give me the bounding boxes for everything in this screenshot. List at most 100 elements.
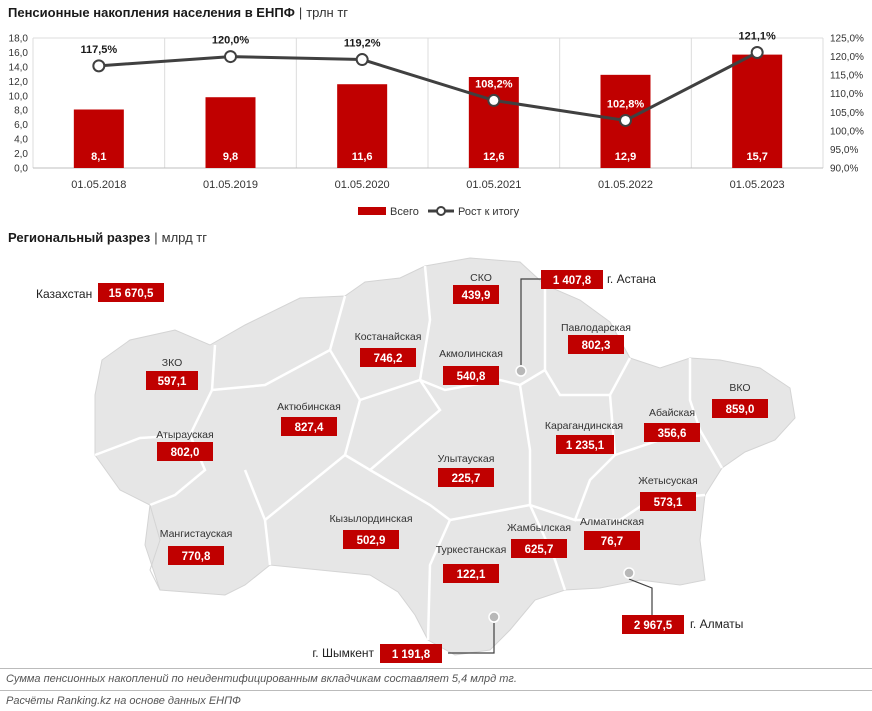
region-border — [264, 349, 362, 521]
growth-point — [619, 113, 632, 127]
region-name: Павлодарская — [561, 322, 631, 334]
legend-bar-label: Всего — [390, 206, 419, 218]
region-border — [688, 358, 702, 431]
region-value-box — [438, 468, 494, 487]
city-dot — [515, 365, 527, 377]
y-right-tick-label: 110,0% — [830, 89, 863, 100]
region-value-box — [343, 530, 399, 549]
y-left-tick-label: 4,0 — [14, 135, 28, 146]
source-note: Расчёты Ranking.kz на основе данных ЕНПФ — [6, 695, 241, 707]
x-tick-label: 01.05.2022 — [598, 179, 653, 191]
bar-value-label: 15,7 — [746, 151, 767, 163]
city-name: г. Астана — [607, 272, 656, 286]
region-value-box — [443, 564, 499, 583]
y-right-tick-label: 105,0% — [830, 108, 864, 119]
chart-unit: трлн тг — [306, 5, 349, 20]
region-value: 802,0 — [171, 447, 200, 459]
region-value: 1 235,1 — [566, 440, 605, 452]
region-name: Актюбинская — [277, 401, 341, 413]
city-leader-line — [448, 623, 495, 654]
region-border — [518, 384, 532, 505]
region-name: Костанайская — [355, 331, 422, 343]
growth-point — [224, 50, 237, 64]
growth-point — [355, 53, 369, 67]
city-value: 1 191,8 — [392, 649, 431, 661]
y-left-tick-label: 14,0 — [9, 62, 29, 73]
regional-title-text: Региональный разрез — [8, 230, 151, 245]
growth-point — [750, 45, 764, 59]
total-value: 15 670,5 — [109, 288, 154, 300]
region-value: 439,9 — [462, 290, 491, 302]
chart-title-text: Пенсионные накопления населения в ЕНПФ — [8, 5, 295, 20]
legend-line-marker — [436, 206, 446, 216]
city-leader-line — [628, 578, 682, 625]
region-value-box — [443, 366, 499, 385]
footnote: Сумма пенсионных накоплений по неидентиф… — [6, 673, 517, 685]
y-left-tick-label: 2,0 — [14, 149, 28, 160]
region-border — [149, 344, 217, 507]
region-border — [211, 295, 347, 392]
region-border — [418, 265, 432, 381]
x-tick-label: 01.05.2020 — [335, 179, 390, 191]
region-value-box — [584, 531, 640, 550]
region-name: Жетысуская — [638, 475, 697, 487]
y-left-tick-label: 16,0 — [9, 48, 29, 59]
legend-bar-swatch — [358, 207, 386, 215]
city-value-box — [380, 644, 442, 663]
region-border — [614, 428, 724, 469]
growth-line — [98, 51, 758, 123]
growth-point — [92, 59, 106, 73]
region-value-box — [568, 335, 624, 354]
region-name: СКО — [470, 272, 492, 284]
region-border — [575, 493, 706, 522]
y-left-tick-label: 6,0 — [14, 120, 28, 131]
city-value-box — [622, 615, 684, 634]
region-border — [426, 519, 452, 641]
chart-title: Пенсионные накопления населения в ЕНПФ | т… — [8, 5, 348, 20]
bar-01.05.2021 — [468, 77, 519, 168]
region-value-box — [360, 348, 416, 367]
divider-line — [0, 690, 872, 691]
region-name: Абайская — [649, 407, 695, 419]
total-value-box — [98, 283, 164, 302]
region-border — [359, 368, 546, 402]
region-border — [369, 468, 531, 522]
legend-line-label: Рост к итогу — [458, 206, 520, 218]
city-dot — [488, 611, 500, 623]
y-right-tick-label: 100,0% — [830, 126, 864, 137]
bar-value-label: 11,6 — [352, 151, 373, 163]
regional-title: Региональный разрез | млрд тг — [8, 230, 207, 245]
region-border — [344, 379, 442, 472]
region-value-box — [168, 546, 224, 565]
city-leader-line — [520, 278, 541, 365]
bar-value-label: 12,6 — [483, 151, 504, 163]
x-tick-label: 01.05.2023 — [730, 179, 785, 191]
pension-chart: 0,0 2,0 4,0 6,0 8,0 10,0 12,0 14,0 16,0 18,0 90,0%… — [9, 30, 864, 218]
bar-01.05.2023 — [732, 54, 783, 168]
x-tick-label: 01.05.2018 — [71, 179, 126, 191]
region-name: ВКО — [729, 382, 750, 394]
region-value: 573,1 — [654, 497, 683, 509]
total-label: Казахстан — [36, 287, 92, 301]
coast-line — [149, 504, 161, 591]
region-value-box — [511, 539, 567, 558]
region-border — [529, 394, 617, 522]
region-value: 356,6 — [658, 428, 687, 440]
region-value: 502,9 — [357, 535, 386, 547]
x-tick-label: 01.05.2021 — [466, 179, 521, 191]
growth-value-label: 108,2% — [475, 78, 513, 90]
city-name: г. Алматы — [690, 617, 743, 631]
region-name: Карагандинская — [545, 420, 623, 432]
y-right-tick-label: 90,0% — [830, 164, 858, 175]
city-name: г. Шымкент — [312, 646, 374, 660]
region-name: Акмолинская — [439, 348, 503, 360]
region-value: 770,8 — [182, 551, 211, 563]
region-value: 540,8 — [457, 371, 486, 383]
kazakhstan-outline — [94, 257, 796, 656]
bar-01.05.2020 — [337, 84, 388, 168]
region-value-box — [712, 399, 768, 418]
growth-value-label: 119,2% — [344, 38, 381, 50]
regional-unit: млрд тг — [161, 230, 207, 245]
region-value-box — [556, 435, 614, 454]
region-value: 225,7 — [452, 473, 481, 485]
